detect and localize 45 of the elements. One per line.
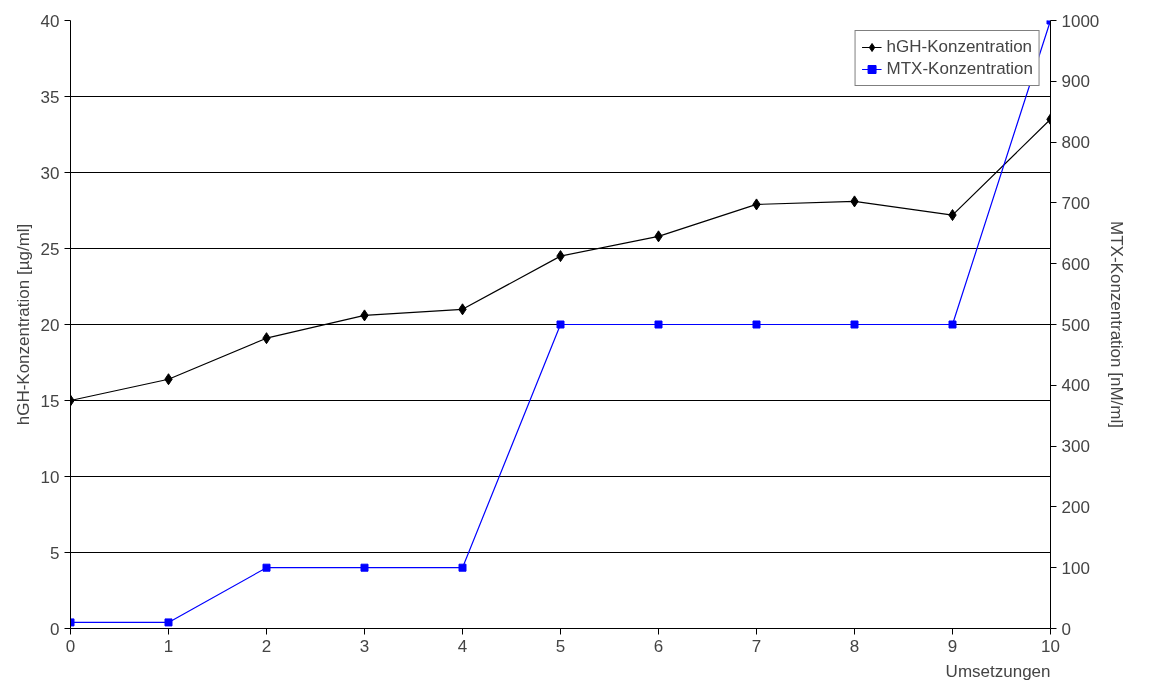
legend-label: MTX-Konzentration: [886, 59, 1033, 79]
y-tick-label: 40: [40, 11, 60, 31]
point: [360, 563, 369, 572]
y-tick-label: 10: [40, 467, 60, 487]
point: [850, 320, 859, 329]
legend-label: hGH-Konzentration: [886, 37, 1033, 57]
y2-tick-label: 100: [1061, 558, 1090, 578]
y-tick-label: 30: [40, 163, 60, 183]
x-tick-label: 6: [653, 636, 664, 656]
y-tick-label: 5: [50, 543, 60, 563]
y2-tick-label: 400: [1061, 376, 1090, 396]
x-tick-label: 8: [849, 636, 860, 656]
y2-tick-label: 900: [1061, 72, 1090, 92]
x-tick-label: 5: [555, 636, 566, 656]
y2-tick-label: 600: [1061, 254, 1090, 274]
x-tick-label: 4: [457, 636, 468, 656]
x-tick-label: 7: [751, 636, 762, 656]
point: [262, 563, 271, 572]
point: [458, 563, 467, 572]
x-tick-label: 10: [1041, 636, 1060, 656]
y2-axis-title: MTX-Konzentration [nM/ml]: [1107, 221, 1127, 428]
y-axis-title: hGH-Konzentration [µg/ml]: [13, 223, 33, 426]
y-tick-label: 15: [40, 391, 60, 411]
point: [164, 618, 173, 627]
y2-tick-label: 200: [1061, 497, 1090, 517]
y2-tick-label: 500: [1061, 315, 1090, 335]
y2-tick-label: 0: [1061, 619, 1071, 639]
point: [948, 320, 957, 329]
x-tick-label: 1: [163, 636, 174, 656]
y2-tick-label: 700: [1061, 193, 1090, 213]
y-tick-label: 20: [40, 315, 60, 335]
y2-tick-label: 300: [1061, 437, 1090, 457]
y2-tick-label: 800: [1061, 133, 1090, 153]
x-tick-label: 0: [65, 636, 76, 656]
x-tick-label: 3: [359, 636, 370, 656]
x-tick-label: 9: [947, 636, 958, 656]
point: [654, 320, 663, 329]
x-axis-title: Umsetzungen: [945, 661, 1051, 681]
y-tick-label: 0: [50, 619, 60, 639]
y-tick-label: 25: [40, 239, 60, 259]
y-tick-label: 35: [40, 87, 60, 107]
x-tick-label: 2: [261, 636, 272, 656]
y2-tick-label: 1000: [1061, 11, 1100, 31]
point: [752, 320, 761, 329]
point: [556, 320, 565, 329]
